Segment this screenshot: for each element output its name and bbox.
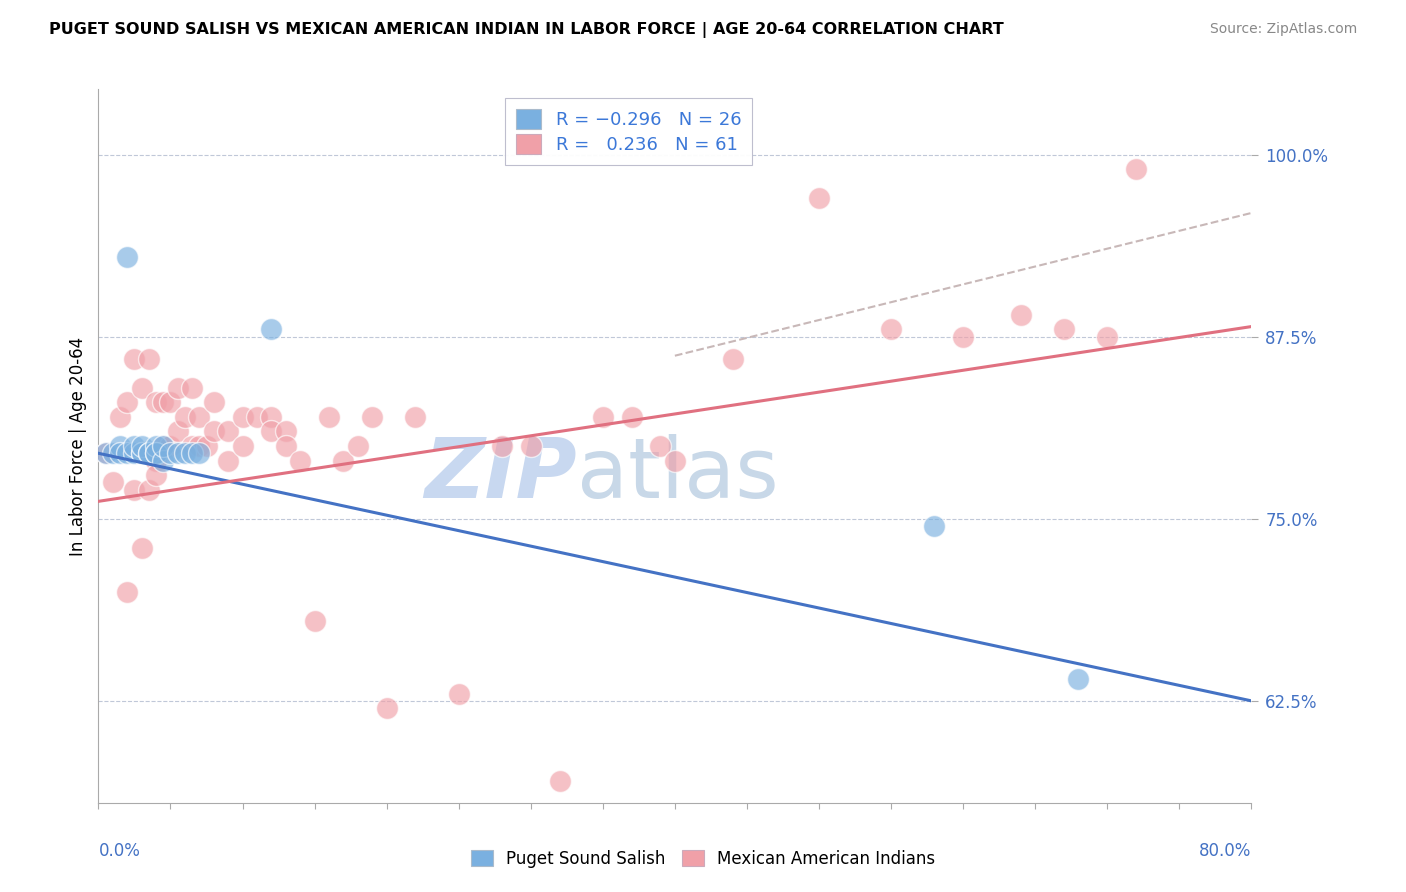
Point: [138, 351, 160, 366]
Point: [447, 687, 470, 701]
Point: [721, 351, 744, 366]
Point: [145, 395, 167, 409]
Point: [304, 614, 326, 628]
Point: [94, 446, 117, 460]
Point: [124, 351, 146, 366]
Point: [952, 330, 974, 344]
Point: [246, 409, 269, 424]
Point: [101, 446, 124, 460]
Point: [375, 701, 398, 715]
Point: [592, 409, 614, 424]
Point: [152, 439, 174, 453]
Legend: R = −0.296   N = 26, R =   0.236   N = 61: R = −0.296 N = 26, R = 0.236 N = 61: [505, 98, 752, 165]
Point: [159, 395, 181, 409]
Y-axis label: In Labor Force | Age 20-64: In Labor Force | Age 20-64: [69, 336, 87, 556]
Point: [188, 446, 211, 460]
Point: [174, 409, 197, 424]
Point: [1053, 322, 1076, 336]
Point: [260, 425, 283, 439]
Point: [138, 446, 160, 460]
Point: [1067, 672, 1090, 686]
Point: [94, 446, 117, 460]
Point: [145, 439, 167, 453]
Point: [108, 446, 131, 460]
Point: [650, 439, 672, 453]
Point: [808, 191, 831, 205]
Point: [217, 425, 239, 439]
Point: [880, 322, 903, 336]
Point: [520, 439, 543, 453]
Point: [318, 409, 340, 424]
Point: [138, 483, 160, 497]
Point: [188, 439, 211, 453]
Point: [152, 439, 174, 453]
Point: [620, 409, 643, 424]
Point: [174, 446, 197, 460]
Point: [166, 425, 188, 439]
Text: 0.0%: 0.0%: [98, 842, 141, 860]
Point: [166, 446, 188, 460]
Point: [290, 453, 312, 467]
Point: [181, 439, 204, 453]
Point: [260, 409, 283, 424]
Text: ZIP: ZIP: [425, 434, 576, 515]
Point: [260, 322, 283, 336]
Point: [548, 774, 571, 789]
Point: [159, 446, 181, 460]
Point: [1125, 162, 1147, 177]
Text: 80.0%: 80.0%: [1199, 842, 1251, 860]
Point: [274, 439, 297, 453]
Point: [195, 439, 218, 453]
Point: [491, 439, 513, 453]
Point: [188, 409, 211, 424]
Point: [231, 439, 254, 453]
Point: [361, 409, 384, 424]
Point: [124, 439, 146, 453]
Point: [202, 425, 225, 439]
Point: [117, 395, 139, 409]
Legend: Puget Sound Salish, Mexican American Indians: Puget Sound Salish, Mexican American Ind…: [464, 844, 942, 875]
Point: [924, 519, 946, 533]
Point: [405, 409, 427, 424]
Point: [332, 453, 354, 467]
Point: [1010, 308, 1032, 322]
Text: atlas: atlas: [576, 434, 779, 515]
Point: [145, 446, 167, 460]
Point: [131, 439, 153, 453]
Point: [664, 453, 686, 467]
Point: [152, 453, 174, 467]
Point: [117, 250, 139, 264]
Point: [152, 395, 174, 409]
Point: [117, 446, 139, 460]
Point: [124, 446, 146, 460]
Point: [181, 446, 204, 460]
Point: [131, 541, 153, 555]
Point: [145, 453, 167, 467]
Point: [274, 425, 297, 439]
Point: [108, 439, 131, 453]
Point: [131, 381, 153, 395]
Point: [166, 381, 188, 395]
Point: [231, 409, 254, 424]
Point: [145, 446, 167, 460]
Point: [117, 584, 139, 599]
Point: [131, 446, 153, 460]
Text: Source: ZipAtlas.com: Source: ZipAtlas.com: [1209, 22, 1357, 37]
Point: [145, 468, 167, 483]
Point: [138, 446, 160, 460]
Point: [131, 446, 153, 460]
Point: [159, 439, 181, 453]
Text: PUGET SOUND SALISH VS MEXICAN AMERICAN INDIAN IN LABOR FORCE | AGE 20-64 CORRELA: PUGET SOUND SALISH VS MEXICAN AMERICAN I…: [49, 22, 1004, 38]
Point: [181, 381, 204, 395]
Point: [108, 409, 131, 424]
Point: [346, 439, 368, 453]
Point: [124, 483, 146, 497]
Point: [1097, 330, 1119, 344]
Point: [101, 475, 124, 490]
Point: [202, 395, 225, 409]
Point: [217, 453, 239, 467]
